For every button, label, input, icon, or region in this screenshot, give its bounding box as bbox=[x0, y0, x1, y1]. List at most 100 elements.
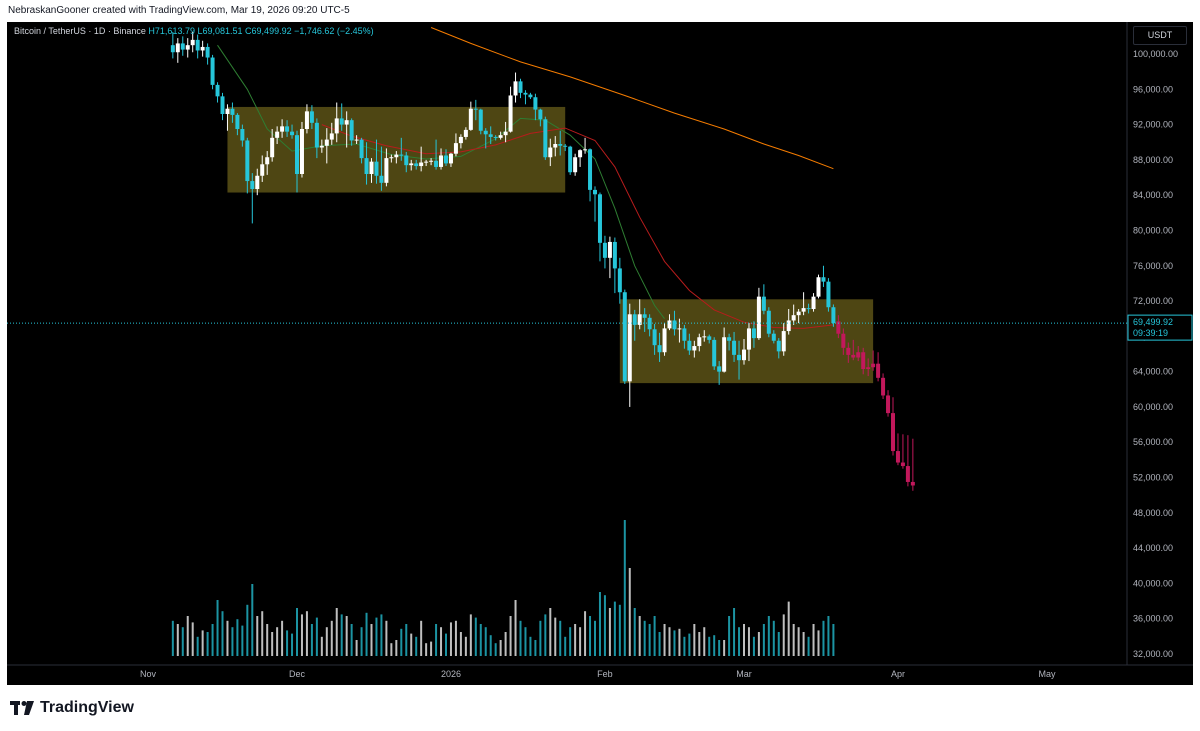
candle bbox=[632, 314, 637, 325]
volume-bar bbox=[708, 636, 711, 656]
bar-countdown-label: 09:39:19 bbox=[1133, 328, 1168, 338]
projected-candle bbox=[846, 347, 851, 355]
volume-bar bbox=[633, 608, 636, 656]
volume-bar bbox=[653, 616, 656, 656]
volume-bar bbox=[648, 624, 651, 656]
volume-bar bbox=[296, 608, 298, 656]
candle bbox=[771, 333, 776, 341]
projected-candle bbox=[910, 481, 915, 486]
volume-bar bbox=[733, 608, 736, 656]
currency-button[interactable]: USDT bbox=[1133, 26, 1187, 45]
volume-bar bbox=[251, 584, 254, 656]
price-tick-label: 84,000.00 bbox=[1133, 190, 1173, 200]
ohlc-close: C69,499.92 bbox=[245, 26, 292, 36]
candle bbox=[588, 149, 593, 190]
time-tick-label: Nov bbox=[140, 669, 157, 679]
axes-layer: 100,000.00 96,000.00 92,000.00 88,000.00 84,… bbox=[7, 22, 1193, 679]
volume-bar bbox=[385, 620, 388, 656]
candle bbox=[255, 175, 260, 189]
candle bbox=[617, 268, 622, 293]
candle bbox=[637, 314, 642, 325]
volume-bar bbox=[206, 632, 209, 656]
volume-bar bbox=[579, 627, 582, 656]
time-tick-label: 2026 bbox=[441, 669, 461, 679]
volume-bar bbox=[504, 632, 507, 656]
volume-bar bbox=[598, 592, 601, 656]
candle bbox=[185, 45, 190, 50]
volume-bar bbox=[305, 611, 308, 656]
volume-bar bbox=[812, 624, 815, 656]
candle bbox=[483, 130, 488, 135]
volume-bar bbox=[822, 620, 825, 656]
candlestick-chart[interactable]: 100,000.00 96,000.00 92,000.00 88,000.00 84,… bbox=[7, 22, 1193, 685]
volume-bar bbox=[797, 627, 800, 656]
symbol-title[interactable]: Bitcoin / TetherUS · 1D · Binance bbox=[14, 26, 146, 36]
candle bbox=[200, 46, 205, 51]
time-tick-label: May bbox=[1038, 669, 1056, 679]
volume-bar bbox=[747, 627, 750, 656]
volume-bar bbox=[544, 614, 547, 656]
price-tick-label: 96,000.00 bbox=[1133, 84, 1173, 94]
price-tick-label: 32,000.00 bbox=[1133, 649, 1173, 659]
volume-bar bbox=[440, 627, 443, 656]
volume-bar bbox=[291, 633, 294, 656]
projected-candle bbox=[851, 354, 856, 358]
candle bbox=[518, 81, 523, 93]
price-change: −1,746.62 (−2.45%) bbox=[294, 26, 374, 36]
volume-bar bbox=[340, 614, 343, 656]
candle bbox=[250, 181, 255, 189]
volume-bar bbox=[623, 520, 626, 656]
candle bbox=[424, 161, 429, 163]
volume-bar bbox=[743, 624, 745, 656]
candle bbox=[593, 189, 597, 195]
candle bbox=[732, 340, 737, 355]
candle bbox=[538, 109, 543, 120]
volume-bar bbox=[589, 616, 592, 656]
volume-bar bbox=[698, 632, 701, 656]
candle bbox=[717, 366, 722, 372]
price-tick-label: 40,000.00 bbox=[1133, 578, 1173, 588]
volume-bar bbox=[564, 636, 567, 656]
candle bbox=[821, 277, 826, 282]
volume-bar bbox=[241, 625, 244, 656]
candle bbox=[195, 39, 200, 51]
candle bbox=[662, 328, 667, 353]
candle bbox=[722, 337, 727, 372]
candle bbox=[602, 242, 607, 258]
candle bbox=[488, 134, 493, 137]
volume-bar bbox=[325, 627, 328, 656]
volume-bar bbox=[345, 616, 348, 656]
candle bbox=[756, 296, 761, 339]
volume-bar bbox=[618, 604, 621, 656]
volume-bar bbox=[469, 614, 472, 656]
tradingview-logo[interactable]: TradingView bbox=[10, 699, 134, 717]
candle bbox=[811, 296, 816, 309]
ohlc-low: L69,081.51 bbox=[197, 26, 243, 36]
candle bbox=[290, 131, 295, 136]
volume-bar bbox=[410, 633, 413, 656]
volume-bar bbox=[519, 620, 522, 656]
chart-panel[interactable]: 100,000.00 96,000.00 92,000.00 88,000.00 84,… bbox=[7, 22, 1193, 685]
candle bbox=[260, 164, 265, 176]
candle bbox=[409, 163, 414, 166]
candle bbox=[816, 277, 821, 297]
current-price-label: 69,499.92 bbox=[1133, 317, 1173, 327]
volume-bar bbox=[335, 608, 338, 656]
volume-bar bbox=[787, 601, 790, 656]
candle bbox=[692, 346, 697, 351]
volume-bar bbox=[196, 636, 199, 656]
volume-bar bbox=[449, 622, 452, 656]
price-tick-label: 100,000.00 bbox=[1133, 49, 1178, 59]
candle bbox=[826, 281, 831, 308]
projected-candle bbox=[891, 413, 895, 452]
candle bbox=[751, 328, 756, 339]
volume-bar bbox=[613, 601, 616, 656]
volume-layer bbox=[171, 520, 835, 656]
candle bbox=[697, 337, 702, 347]
volume-bar bbox=[772, 620, 775, 656]
candle bbox=[513, 81, 518, 96]
volume-bar bbox=[594, 620, 596, 656]
time-tick-label: Dec bbox=[289, 669, 306, 679]
volume-bar bbox=[459, 632, 462, 656]
moving-average-long bbox=[430, 27, 834, 170]
